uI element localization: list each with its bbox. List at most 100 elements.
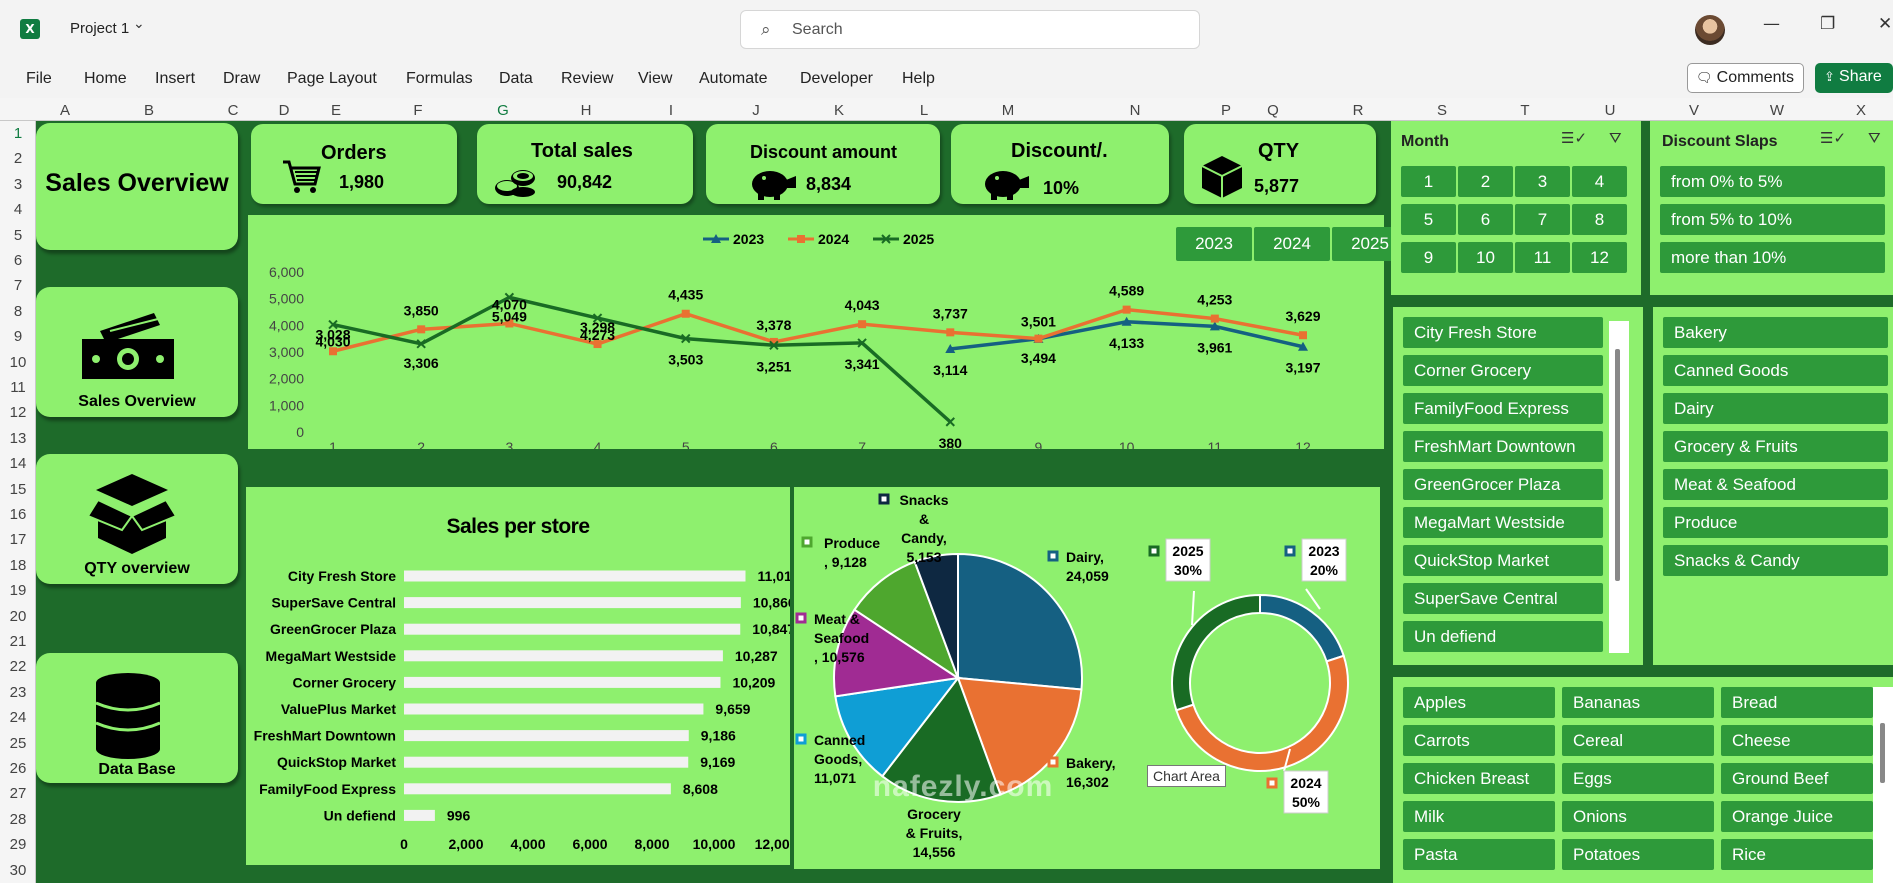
data-point[interactable] (681, 333, 691, 344)
bar[interactable] (404, 703, 704, 715)
slicer-item[interactable]: GreenGrocer Plaza (1403, 469, 1603, 500)
bar[interactable] (404, 570, 746, 582)
bar-chart[interactable]: Sales per store City Fresh Store 11,016 Sup… (246, 487, 800, 865)
slicer-item[interactable]: 3 (1515, 166, 1570, 197)
column-header[interactable]: I (668, 102, 674, 119)
column-header[interactable]: H (580, 102, 592, 119)
search-input[interactable]: ⌕ Search (740, 10, 1200, 49)
column-header[interactable]: F (413, 102, 423, 119)
column-header[interactable]: T (1520, 102, 1530, 119)
clear-filter-icon[interactable]: ⛛ (1868, 129, 1881, 147)
column-header[interactable]: L (919, 102, 929, 119)
data-point[interactable] (1209, 321, 1220, 331)
scrollbar-thumb[interactable] (1880, 723, 1885, 783)
data-point[interactable] (769, 337, 778, 346)
menu-page-layout[interactable]: Page Layout (287, 70, 377, 87)
slicer-item[interactable]: Pasta (1403, 839, 1555, 870)
slicer-item[interactable]: Dairy (1663, 393, 1888, 424)
slicer-item[interactable]: Produce (1663, 507, 1888, 538)
data-point[interactable] (681, 309, 690, 318)
slicer-item[interactable]: 4 (1572, 166, 1627, 197)
avatar[interactable] (1695, 15, 1725, 45)
scrollbar-track[interactable] (1873, 687, 1893, 883)
row-header[interactable]: 22 (9, 658, 27, 676)
nav-qty-overview-button[interactable]: QTY overview (36, 454, 238, 584)
slicer-item[interactable]: FamilyFood Express (1403, 393, 1603, 424)
project-name[interactable]: Project 1 (70, 20, 130, 37)
column-header[interactable]: B (143, 102, 154, 119)
slicer-item[interactable]: 5 (1401, 204, 1456, 235)
column-header[interactable]: S (1436, 102, 1447, 119)
data-point[interactable] (1034, 334, 1043, 343)
row-header[interactable]: 20 (9, 607, 27, 625)
column-header[interactable]: Q (1267, 102, 1279, 119)
chevron-down-icon[interactable]: ⌄ (133, 16, 145, 32)
slicer-item[interactable]: 1 (1401, 166, 1456, 197)
data-point[interactable] (858, 320, 867, 329)
slicer-item[interactable]: 12 (1572, 242, 1627, 273)
slicer-item[interactable]: 11 (1515, 242, 1570, 273)
pie-slice[interactable] (957, 552, 1083, 691)
share-button[interactable]: ⇪ Share (1815, 63, 1893, 93)
close-icon[interactable]: ✕ (1878, 14, 1893, 34)
donut-slice[interactable] (1175, 654, 1349, 772)
column-header[interactable]: W (1769, 102, 1785, 119)
slicer-item[interactable]: 6 (1458, 204, 1513, 235)
pie-slice[interactable] (956, 676, 1083, 796)
column-header[interactable]: R (1352, 102, 1364, 119)
row-header[interactable]: 28 (9, 810, 27, 828)
slicer-item[interactable]: 8 (1572, 204, 1627, 235)
row-header[interactable]: 3 (13, 175, 23, 193)
row-header[interactable]: 19 (9, 582, 27, 600)
slicer-item[interactable]: SuperSave Central (1403, 583, 1603, 614)
row-header[interactable]: 15 (9, 480, 27, 498)
bar[interactable] (404, 623, 741, 635)
bar-chart-panel[interactable]: Sales per store City Fresh Store 11,016 Sup… (246, 487, 800, 865)
slicer-item[interactable]: Bread (1721, 687, 1873, 718)
slicer-item[interactable]: Orange Juice (1721, 801, 1873, 832)
column-header[interactable]: E (330, 102, 341, 119)
menu-draw[interactable]: Draw (223, 70, 261, 87)
row-header[interactable]: 27 (9, 785, 27, 803)
row-header[interactable]: 9 (13, 328, 23, 346)
row-header[interactable]: 10 (9, 353, 27, 371)
row-header[interactable]: 16 (9, 506, 27, 523)
slicer-item[interactable]: 9 (1401, 242, 1456, 273)
data-point[interactable] (1299, 331, 1307, 340)
donut-chart-panel[interactable]: 2023 20% 2024 50% 2025 30% (1134, 487, 1380, 869)
multi-select-icon[interactable]: ☰✓ (1561, 129, 1588, 147)
row-header[interactable]: 17 (9, 531, 27, 549)
data-point[interactable] (329, 347, 337, 356)
menu-review[interactable]: Review (561, 70, 614, 87)
donut-slice[interactable] (1171, 593, 1261, 712)
data-point[interactable] (857, 338, 867, 348)
column-header[interactable]: D (278, 102, 290, 119)
pie-slice[interactable] (880, 675, 1002, 803)
multi-select-icon[interactable]: ☰✓ (1820, 129, 1847, 147)
column-header[interactable]: G (497, 102, 509, 119)
row-header[interactable]: 25 (9, 734, 27, 752)
year-button-2024[interactable]: 2024 (1254, 227, 1330, 261)
row-header[interactable]: 2 (13, 150, 23, 168)
row-header[interactable]: 30 (9, 861, 27, 879)
menu-file[interactable]: File (26, 70, 52, 87)
nav-title-button[interactable]: Sales Overview (36, 123, 238, 250)
slicer-item[interactable]: Snacks & Candy (1663, 545, 1888, 576)
data-point[interactable] (504, 292, 515, 303)
slicer-item[interactable]: Corner Grocery (1403, 355, 1603, 386)
pie-chart[interactable]: Dairy, 24,059 Bakery, 16,302 Grocery & Fruits… (794, 487, 1158, 869)
slicer-item[interactable]: from 5% to 10% (1660, 204, 1885, 235)
bar[interactable] (404, 783, 671, 795)
menu-insert[interactable]: Insert (155, 70, 196, 87)
menu-help[interactable]: Help (902, 70, 935, 87)
menu-formulas[interactable]: Formulas (406, 70, 473, 87)
comments-button[interactable]: 🗨 Comments (1687, 63, 1804, 93)
bar[interactable] (404, 730, 689, 742)
row-header[interactable]: 5 (13, 226, 23, 244)
slicer-item[interactable]: 2 (1458, 166, 1513, 197)
data-point[interactable] (505, 319, 514, 328)
column-header[interactable]: C (227, 102, 239, 119)
data-point[interactable] (945, 343, 956, 353)
slicer-item[interactable]: MegaMart Westside (1403, 507, 1603, 538)
bar[interactable] (404, 650, 723, 662)
